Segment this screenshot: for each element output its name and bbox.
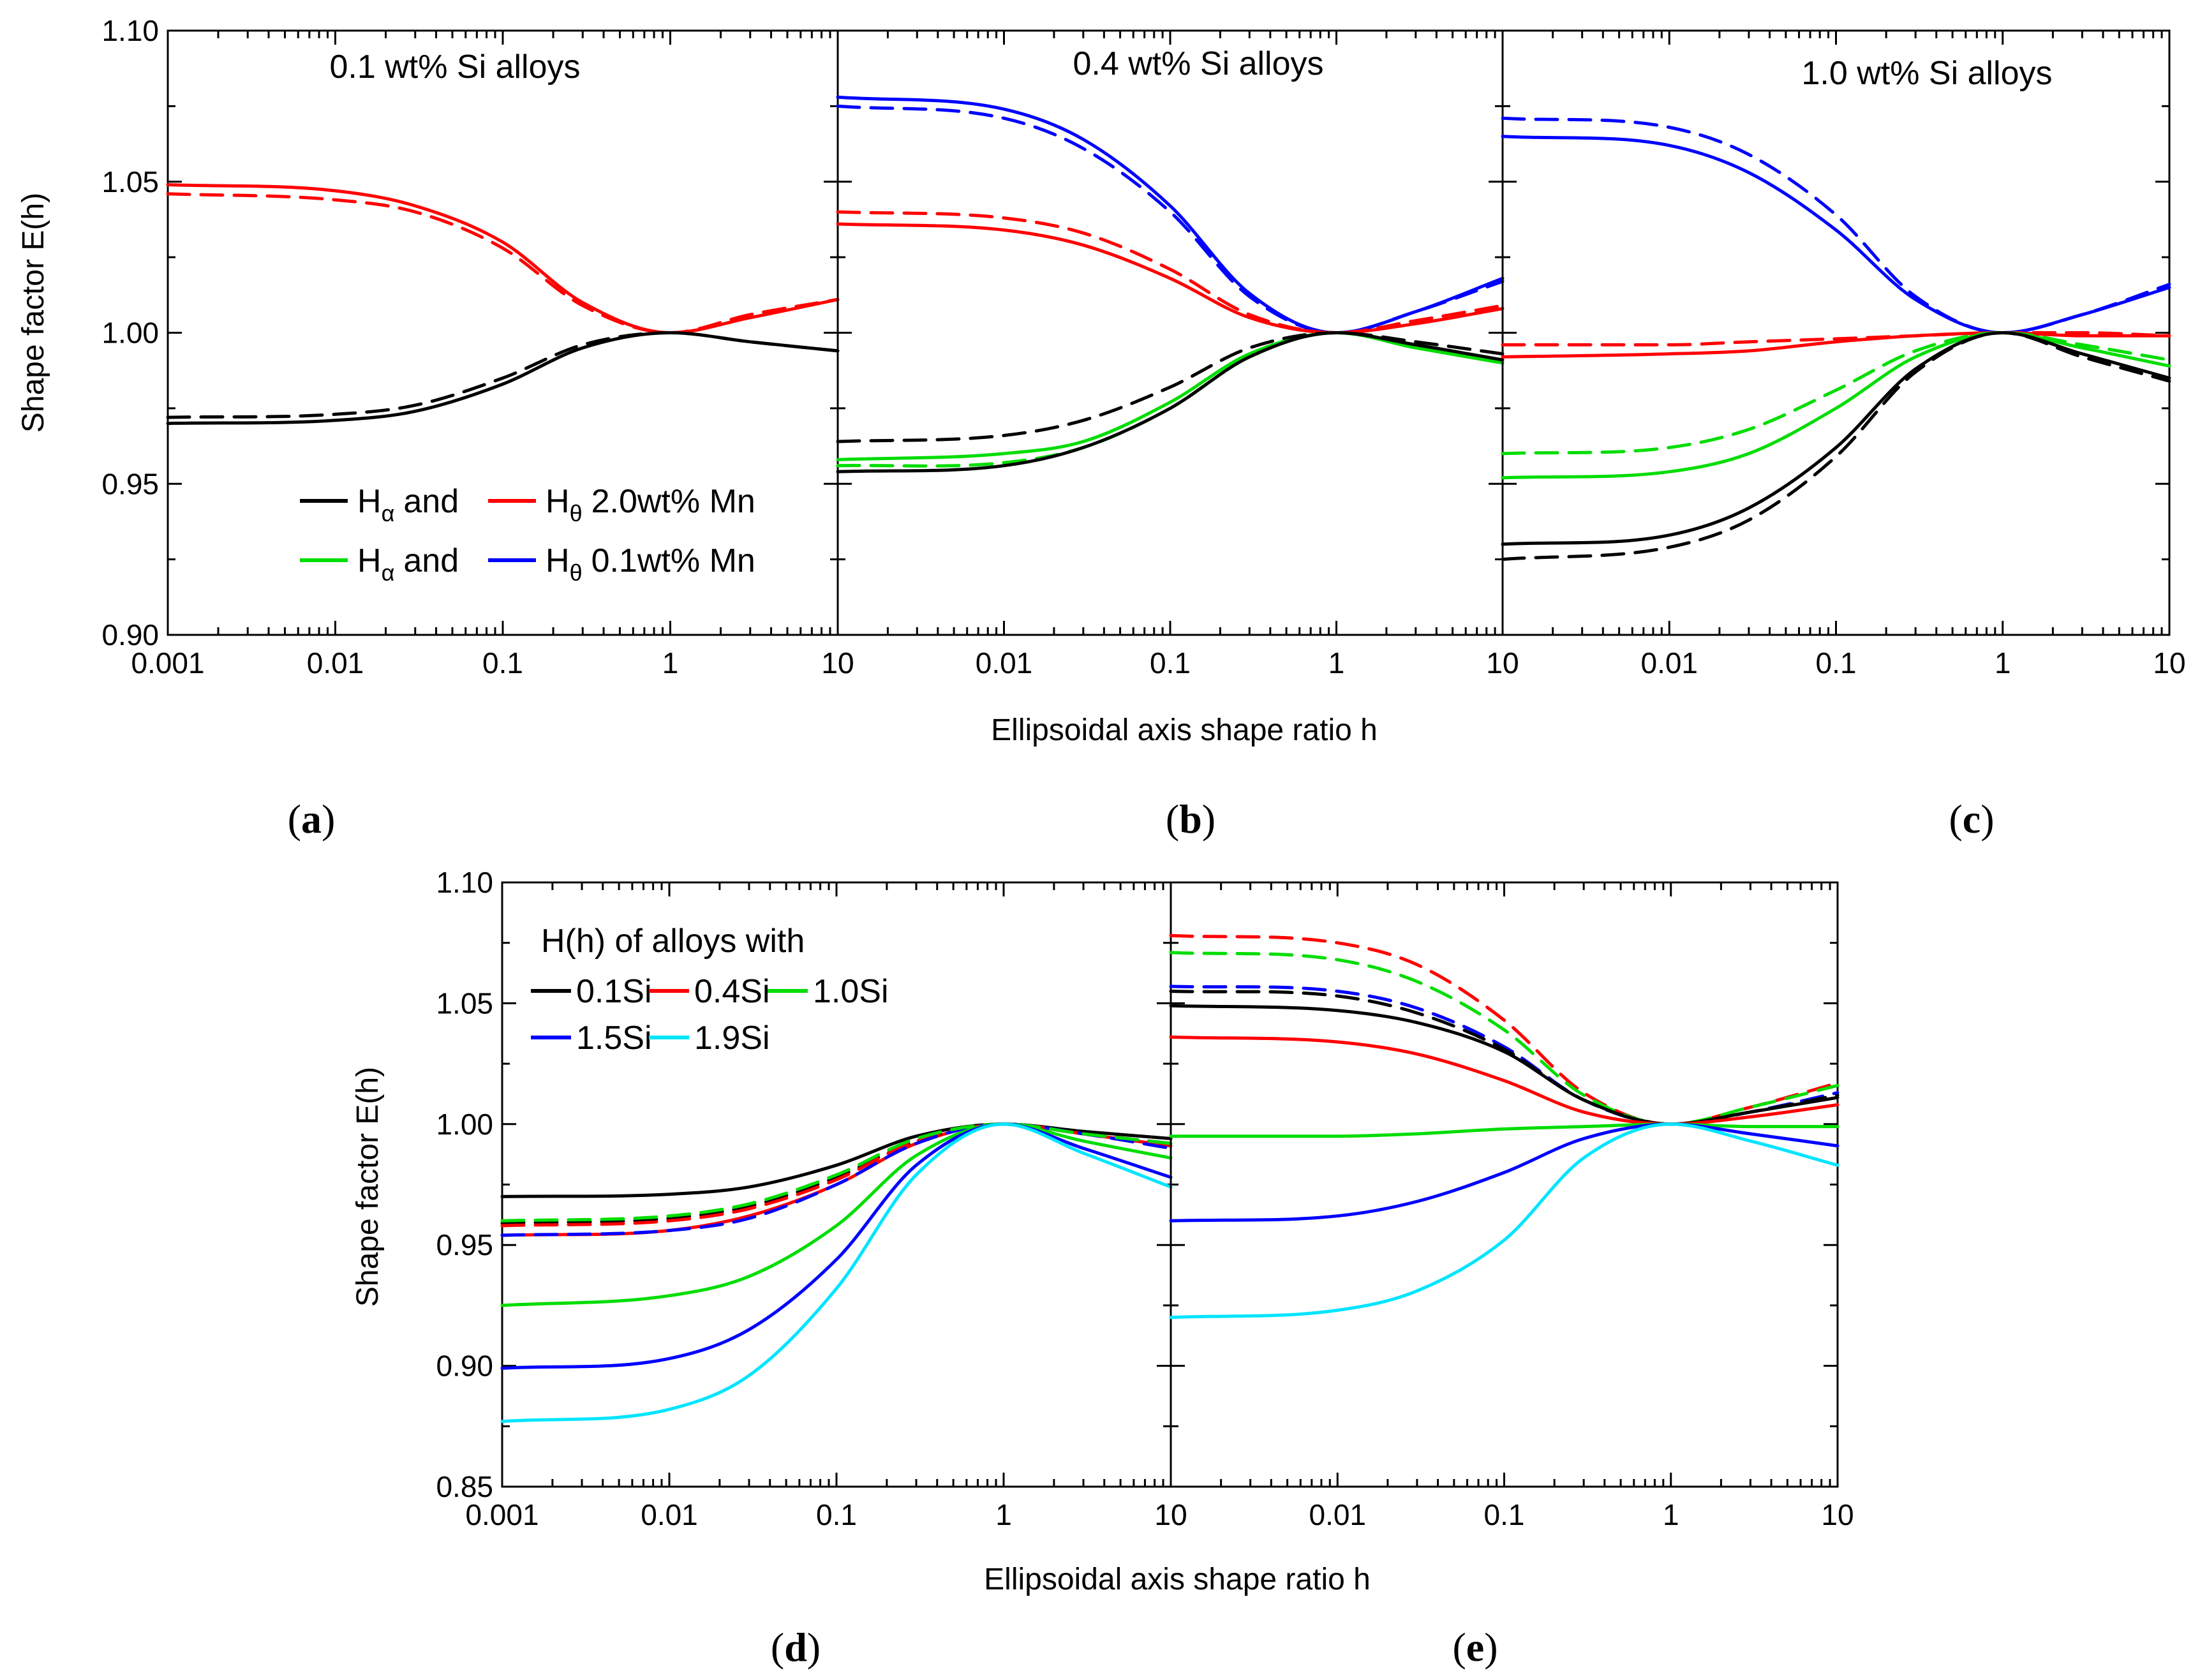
series-e-red-solid [1169,1035,1840,1126]
panel-label-e: (e) [1452,1624,1498,1670]
x-tick-label: 10 [1486,646,1519,680]
x-tick-label: 1 [995,1498,1012,1531]
series-a-red-solid [166,183,840,334]
legend-bottom: H(h) of alloys with 0.1Si 0.4Si 1.0Si 1.… [531,923,889,1057]
legend-label-01si: 0.1Si [576,973,652,1010]
panel-b: 10 0.01 0.1 1 10 [821,29,1519,680]
y-tick-label: 1.10 [101,14,159,47]
series-d-cyan-solid [500,1122,1173,1424]
series-e-green-dashed [1169,951,1840,1126]
series-a-red-dashed [166,192,840,334]
legend-label-h-alpha-2: Hα and [357,542,459,586]
x-tick-label: 10 [2153,646,2185,680]
series-e-blue-solid [1169,1122,1840,1223]
x-tick-label: 0.01 [641,1498,698,1531]
panel-label-d: (d) [771,1624,821,1670]
y-tick-label: 1.05 [101,165,159,198]
y-tick-label: 0.95 [101,467,159,500]
y-tick-label: 0.90 [436,1349,493,1383]
x-tick-label: 10 [1154,1498,1187,1531]
series-c-blue-solid [1501,135,2171,334]
y-tick-label: 0.85 [436,1470,493,1503]
panel-c: 10 0.01 0.1 1 10 [1486,29,2186,680]
panel-c-title: 1.0 wt% Si alloys [1801,55,2052,92]
series-c-blue-dashed [1501,116,2171,334]
y-tick-label: 1.05 [436,986,493,1020]
x-tick-label: 0.1 [1150,646,1191,680]
legend-label-19si: 1.9Si [694,1020,770,1057]
x-tick-label: 0.01 [307,646,364,680]
x-axis-label-top: Ellipsoidal axis shape ratio h [991,713,1378,747]
series-b-black-dashed [836,331,1505,443]
series-e-black-dashed [1169,990,1840,1126]
series-b-green-solid [836,331,1505,461]
x-tick-label: 0.1 [1816,646,1857,680]
y-tick-label: 1.00 [436,1108,493,1141]
x-tick-label: 0.001 [131,646,204,680]
x-tick-label: 0.1 [482,646,523,680]
x-tick-label: 1 [1663,1498,1679,1531]
x-tick-label: 10 [821,646,854,680]
series-e-green-solid [1169,1122,1840,1138]
y-axis-label-bottom: Shape factor E(h) [351,1067,385,1307]
series-d-green-dashed [500,1122,1173,1223]
legend-label-h-theta-01mn: Hθ 0.1wt% Mn [546,542,755,586]
x-tick-label: 1 [1995,646,2011,680]
series-c-green-solid [1501,331,2171,480]
panel-b-title: 0.4 wt% Si alloys [1073,45,1323,82]
panel-a-title: 0.1 wt% Si alloys [329,48,580,85]
y-tick-label: 0.95 [436,1228,493,1261]
y-axis-label-top: Shape factor E(h) [17,193,50,433]
series-b-red-dashed [836,210,1505,334]
plot-frame-e [1170,881,1839,1488]
series-b-green-dashed [836,331,1505,468]
y-tick-label: 0.90 [101,618,159,651]
x-tick-label: 0.01 [1309,1498,1366,1531]
series-c-black-solid [1501,331,2171,546]
x-tick-label: 1 [1328,646,1345,680]
x-tick-label: 10 [1154,1498,1187,1531]
series-a-black-dashed [166,331,840,419]
x-tick-label: 1 [662,646,679,680]
legend-label-h-theta-2mn: Hθ 2.0wt% Mn [546,483,755,526]
plot-frame-b [836,29,1504,636]
x-tick-label: 0.01 [1640,646,1698,680]
panel-a: 0.001 0.01 0.1 1 10 0.90 0.95 1.00 1.05 1.10 [101,14,854,680]
legend-label-10si: 1.0Si [813,973,889,1010]
legend-label-04si: 0.4Si [694,973,770,1010]
series-d-green-solid [500,1122,1173,1307]
series-c-red-solid [1501,331,2171,359]
y-tick-label: 1.10 [436,866,493,899]
series-c-black-dashed [1501,331,2171,561]
series-c-red-dashed [1501,331,2171,346]
y-tick-label: 1.00 [101,316,159,350]
x-tick-label: 10 [1486,646,1519,680]
legend-label-h-alpha-1: Hα and [357,483,459,526]
series-d-blue-solid [500,1122,1173,1370]
series-c-green-dashed [1501,331,2171,456]
series-b-blue-dashed [836,104,1505,334]
legend-bottom-title: H(h) of alloys with [541,923,805,960]
series-b-black-solid [836,331,1505,473]
series-b-red-solid [836,222,1505,334]
x-tick-label: 0.01 [976,646,1033,680]
panel-d: 0.001 0.01 0.1 1 10 0.85 0.90 0.95 1.00 1.05 1.10 [436,866,1187,1531]
x-tick-label: 10 [821,646,854,680]
x-tick-label: 0.1 [1484,1498,1525,1531]
panel-label-b: (b) [1166,796,1215,842]
series-e-black-solid [1169,1004,1840,1126]
panel-e: 10 0.01 0.1 1 10 [1154,881,1854,1531]
panel-label-c: (c) [1949,796,1994,842]
legend-top: Hα and Hθ 2.0wt% Mn Hα and Hθ 0.1wt% Mn [300,483,755,586]
x-tick-label: 10 [1821,1498,1854,1531]
x-axis-label-bottom: Ellipsoidal axis shape ratio h [984,1563,1371,1596]
x-tick-label: 0.1 [816,1498,857,1531]
series-e-cyan-solid [1169,1122,1840,1319]
x-tick-label: 0.001 [465,1498,539,1531]
panel-label-a: (a) [288,796,336,842]
legend-label-15si: 1.5Si [576,1020,652,1057]
series-d-black-solid [500,1122,1173,1198]
